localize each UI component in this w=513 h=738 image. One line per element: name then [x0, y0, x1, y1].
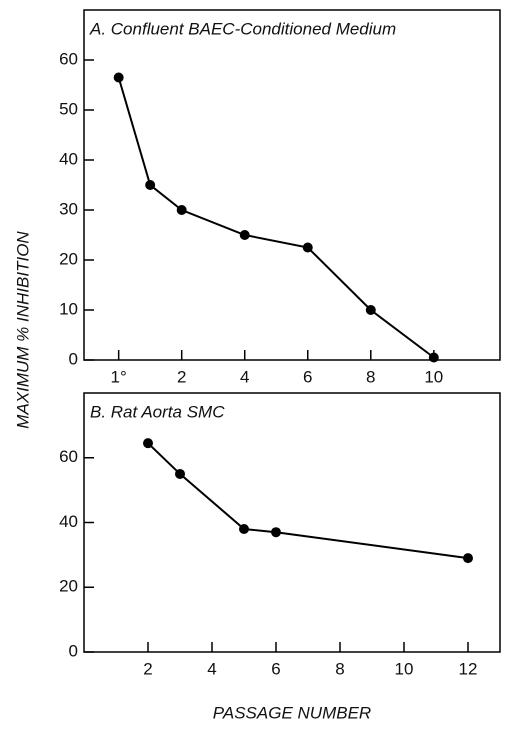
data-point: [302, 242, 313, 253]
y-tick-label: 0: [69, 349, 78, 368]
data-line: [117, 77, 435, 359]
panel-title: A. Confluent BAEC-Conditioned Medium: [89, 19, 396, 38]
data-point: [239, 230, 250, 240]
data-point: [463, 553, 473, 564]
data-point: [365, 305, 376, 315]
y-tick-label: 40: [59, 512, 78, 531]
data-point: [176, 205, 187, 215]
x-axis-label: PASSAGE NUMBER: [213, 703, 371, 722]
x-tick-label: 4: [240, 367, 249, 386]
y-tick-label: 40: [59, 149, 78, 168]
data-point: [239, 523, 249, 534]
data-point: [175, 468, 185, 479]
x-tick-label: 2: [177, 367, 186, 386]
x-tick-label: 12: [459, 659, 478, 678]
x-tick-label: 8: [366, 367, 375, 386]
x-tick-label: 6: [303, 367, 312, 386]
y-tick-label: 60: [59, 447, 78, 466]
y-tick-label: 0: [69, 641, 78, 660]
y-tick-label: 20: [59, 249, 78, 268]
y-tick-label: 60: [59, 49, 78, 68]
data-point: [271, 527, 281, 538]
x-tick-label: 4: [207, 659, 216, 678]
y-axis-label: MAXIMUM % INHIBITION: [13, 231, 32, 429]
data-line: [147, 442, 469, 560]
x-tick-label: 10: [395, 659, 414, 678]
y-tick-label: 10: [59, 299, 78, 318]
data-point: [428, 352, 439, 363]
y-tick-label: 20: [59, 577, 78, 596]
x-tick-label: 2: [143, 659, 152, 678]
panel-title: B. Rat Aorta SMC: [90, 402, 225, 421]
data-point: [113, 72, 124, 83]
x-tick-label: 1°: [111, 367, 127, 386]
x-tick-label: 6: [271, 659, 280, 678]
data-point: [143, 438, 153, 449]
plot-frame: [83, 392, 501, 653]
x-tick-label: 10: [424, 367, 443, 386]
plot-frame: [83, 9, 501, 361]
y-tick-label: 50: [59, 99, 78, 118]
data-point: [145, 180, 156, 190]
y-tick-label: 30: [59, 199, 78, 218]
x-tick-label: 8: [335, 659, 344, 678]
